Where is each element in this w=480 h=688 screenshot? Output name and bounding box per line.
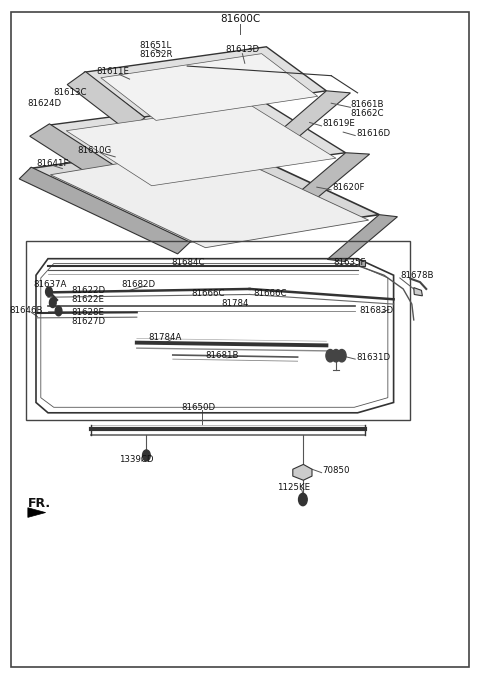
Circle shape <box>49 298 56 308</box>
Text: 81646B: 81646B <box>10 305 43 315</box>
Circle shape <box>46 287 52 297</box>
Text: 81619E: 81619E <box>323 119 355 129</box>
Bar <box>26 241 410 420</box>
Text: 81678B: 81678B <box>401 271 434 281</box>
Text: 81651L: 81651L <box>139 41 171 50</box>
Circle shape <box>299 493 307 506</box>
Text: 81637A: 81637A <box>34 279 67 289</box>
Polygon shape <box>101 54 318 120</box>
Polygon shape <box>28 508 46 517</box>
Text: 81666C: 81666C <box>253 289 287 299</box>
Circle shape <box>326 350 335 362</box>
Polygon shape <box>84 47 326 117</box>
Polygon shape <box>293 464 312 480</box>
Text: 81650D: 81650D <box>181 403 216 413</box>
Polygon shape <box>48 98 346 180</box>
Text: 81635F: 81635F <box>334 258 366 268</box>
Text: 1125KE: 1125KE <box>277 483 311 493</box>
Text: 81600C: 81600C <box>220 14 260 24</box>
Circle shape <box>143 450 150 461</box>
Text: 81662C: 81662C <box>350 109 384 118</box>
Text: 70850: 70850 <box>323 466 350 475</box>
Text: 81666C: 81666C <box>191 289 225 299</box>
Circle shape <box>337 350 346 362</box>
Text: 81624D: 81624D <box>28 99 62 109</box>
Polygon shape <box>294 153 370 198</box>
Text: FR.: FR. <box>28 497 51 510</box>
Polygon shape <box>19 167 190 254</box>
Text: 81610G: 81610G <box>78 146 112 155</box>
Polygon shape <box>275 91 350 138</box>
Text: 81616D: 81616D <box>356 129 390 138</box>
Text: 81681B: 81681B <box>205 351 239 361</box>
Text: 81620F: 81620F <box>332 183 365 193</box>
Text: 81631D: 81631D <box>356 352 390 362</box>
Polygon shape <box>66 105 336 186</box>
Text: 81784: 81784 <box>222 299 249 308</box>
Text: 81784A: 81784A <box>149 332 182 342</box>
Text: 81682D: 81682D <box>121 279 156 289</box>
Text: 81613D: 81613D <box>226 45 260 54</box>
Text: 81628E: 81628E <box>71 308 104 317</box>
Text: 1339CD: 1339CD <box>119 455 154 464</box>
Text: 81683D: 81683D <box>359 305 393 315</box>
Polygon shape <box>359 260 365 266</box>
Text: 81661B: 81661B <box>350 100 384 109</box>
Polygon shape <box>414 288 422 296</box>
Text: 81627D: 81627D <box>71 316 105 326</box>
Text: 81613C: 81613C <box>54 88 87 98</box>
Polygon shape <box>50 148 369 248</box>
Polygon shape <box>30 141 379 242</box>
Text: 81684C: 81684C <box>172 258 205 268</box>
Polygon shape <box>30 124 138 193</box>
Text: 81622E: 81622E <box>71 294 104 304</box>
Polygon shape <box>327 215 397 261</box>
Polygon shape <box>67 72 145 131</box>
Circle shape <box>55 306 62 316</box>
Text: 81652R: 81652R <box>139 50 173 59</box>
Text: 81641F: 81641F <box>36 159 69 169</box>
Text: 81611E: 81611E <box>96 67 129 76</box>
Text: 81622D: 81622D <box>71 286 105 295</box>
Circle shape <box>332 350 340 362</box>
